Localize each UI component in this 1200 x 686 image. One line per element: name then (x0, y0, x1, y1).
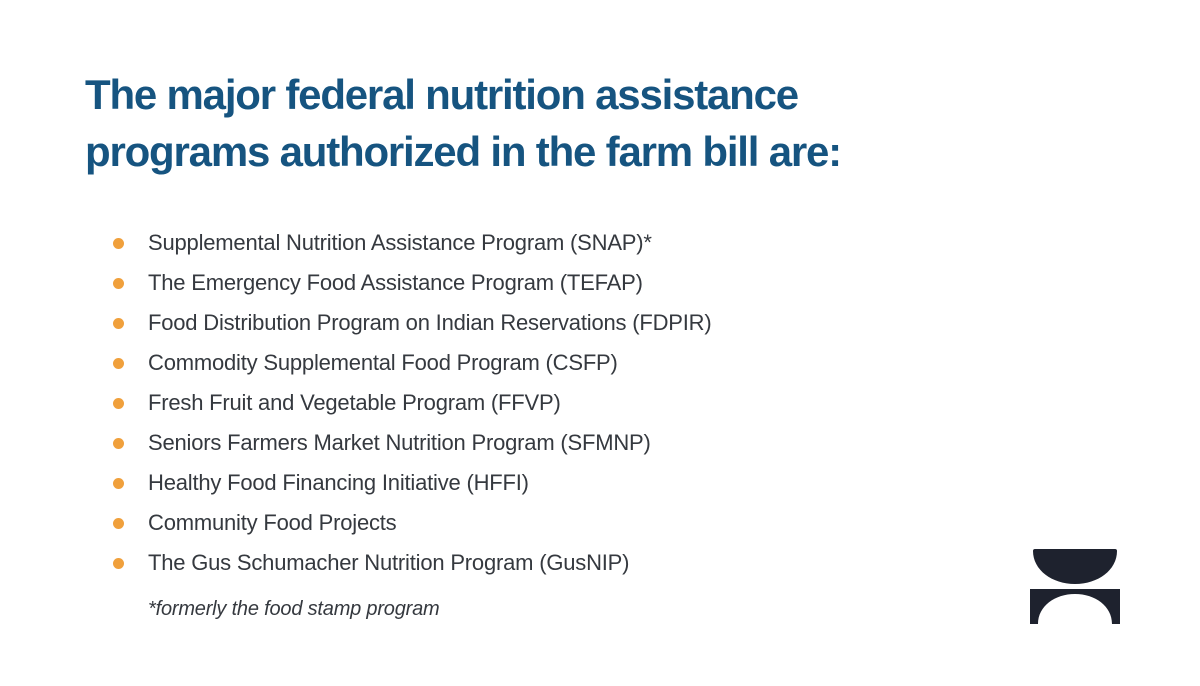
footnote: *formerly the food stamp program (148, 598, 440, 620)
list-item-label: Food Distribution Program on Indian Rese… (148, 310, 712, 335)
slide-title: The major federal nutrition assistance p… (85, 66, 1025, 180)
bullet-icon (113, 557, 124, 569)
list-item: Fresh Fruit and Vegetable Program (FFVP) (0, 383, 1000, 423)
bullet-icon (113, 277, 124, 289)
bowl-and-arch-logo-icon (1030, 549, 1120, 624)
list-item: Supplemental Nutrition Assistance Progra… (0, 223, 1000, 263)
bullet-icon (113, 317, 124, 329)
bullet-icon (113, 437, 124, 449)
list-item: The Gus Schumacher Nutrition Program (Gu… (0, 543, 1000, 583)
bullet-icon (113, 477, 124, 489)
bullet-icon (113, 237, 124, 249)
list-item: Healthy Food Financing Initiative (HFFI) (0, 463, 1000, 503)
bullet-icon (113, 357, 124, 369)
bullet-icon (113, 517, 124, 529)
list-item-label: The Gus Schumacher Nutrition Program (Gu… (148, 550, 630, 575)
slide-title-line-1: The major federal nutrition assistance (85, 71, 799, 118)
bullet-icon (113, 397, 124, 409)
list-item-label: Seniors Farmers Market Nutrition Program… (148, 430, 651, 455)
list-item: The Emergency Food Assistance Program (T… (0, 263, 1000, 303)
list-item-label: The Emergency Food Assistance Program (T… (148, 270, 643, 295)
list-item: Commodity Supplemental Food Program (CSF… (0, 343, 1000, 383)
slide-title-line-2: programs authorized in the farm bill are… (85, 128, 842, 175)
list-item-label: Fresh Fruit and Vegetable Program (FFVP) (148, 390, 561, 415)
list-item-label: Healthy Food Financing Initiative (HFFI) (148, 470, 529, 495)
list-item: Community Food Projects (0, 503, 1000, 543)
program-list: Supplemental Nutrition Assistance Progra… (0, 223, 1000, 583)
list-item-label: Community Food Projects (148, 510, 397, 535)
list-item-label: Commodity Supplemental Food Program (CSF… (148, 350, 618, 375)
list-item: Food Distribution Program on Indian Rese… (0, 303, 1000, 343)
list-item: Seniors Farmers Market Nutrition Program… (0, 423, 1000, 463)
list-item-label: Supplemental Nutrition Assistance Progra… (148, 230, 652, 255)
